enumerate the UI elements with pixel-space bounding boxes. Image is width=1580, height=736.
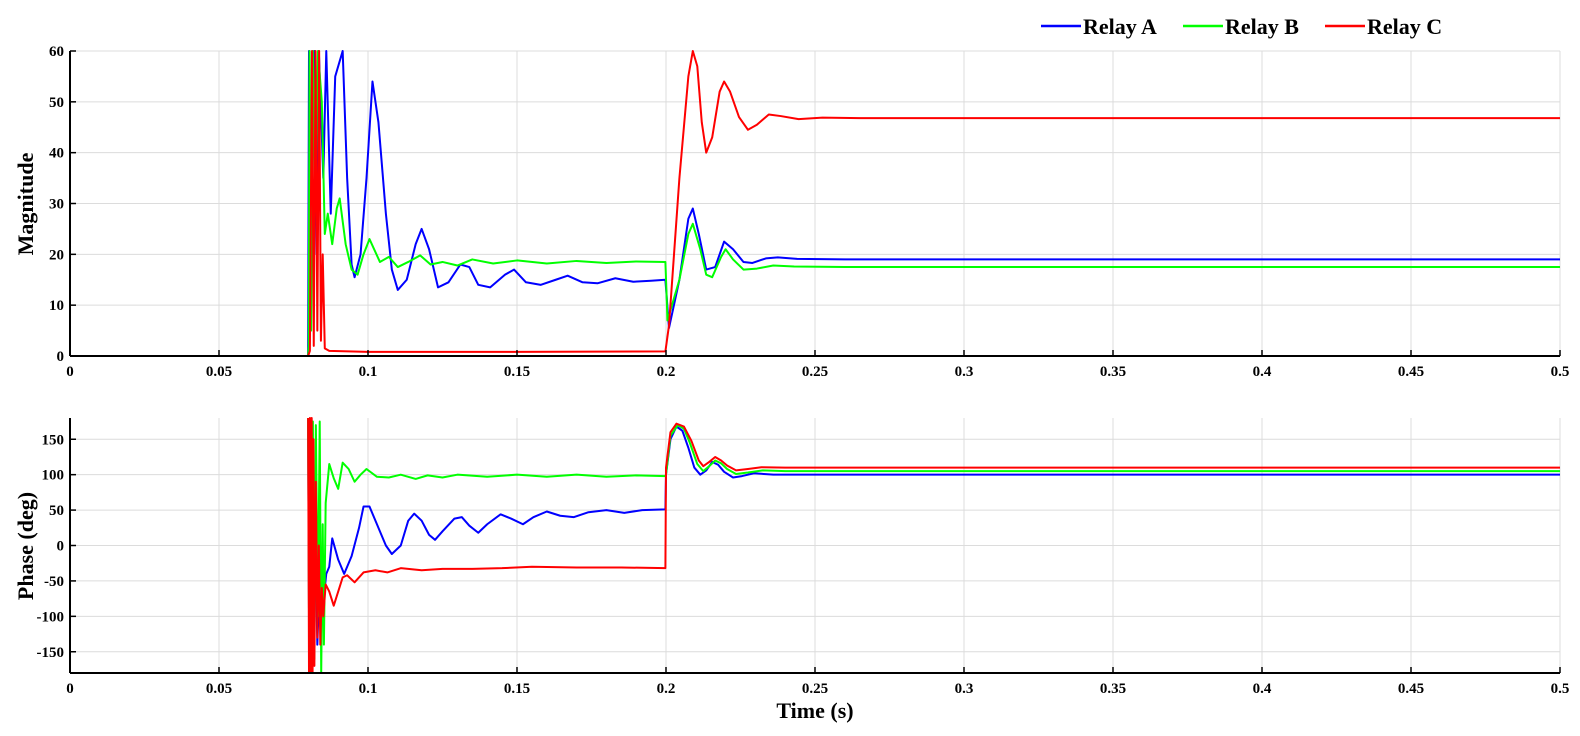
- y-tick-label: 50: [49, 95, 64, 111]
- x-tick-label: 0.5: [1551, 681, 1570, 697]
- legend-label-relay-c: Relay C: [1367, 14, 1442, 39]
- y-tick-label: 50: [49, 503, 64, 519]
- y-tick-label: 30: [49, 197, 64, 213]
- series-line-relay-a: [70, 50, 1560, 357]
- x-tick-label: 0.15: [504, 364, 530, 380]
- phase-y-tick-labels: -150 -100 -50 0 50 100 150: [37, 432, 76, 661]
- series-line-relay-b: [307, 417, 1560, 674]
- phase-series: [307, 417, 1560, 674]
- phase-plot: 0 0.05 0.1 0.15 0.2 0.25 0.3 0.35 0.4 0.45 0.5 -15…: [13, 417, 1569, 723]
- magnitude-grid: [70, 50, 1561, 356]
- x-tick-label: 0.2: [657, 681, 676, 697]
- x-tick-label: 0.35: [1100, 364, 1126, 380]
- x-tick-label: 0.1: [359, 364, 378, 380]
- magnitude-y-tick-labels: 0 10 20 30 40 50 60: [49, 44, 76, 365]
- x-tick-label: 0.25: [802, 681, 828, 697]
- x-tick-label: 0.3: [955, 364, 974, 380]
- x-tick-label: 0.4: [1253, 364, 1272, 380]
- x-tick-label: 0.5: [1551, 364, 1570, 380]
- y-tick-label: -50: [44, 574, 64, 590]
- series-line-relay-c: [70, 50, 1560, 357]
- phase-grid: [70, 418, 1561, 673]
- magnitude-series: [70, 50, 1560, 357]
- x-tick-label: 0.45: [1398, 681, 1424, 697]
- series-line-relay-c: [307, 417, 1560, 674]
- phase-y-axis-label: Phase (deg): [13, 492, 38, 600]
- x-tick-label: 0.4: [1253, 681, 1272, 697]
- y-tick-label: 10: [49, 298, 64, 314]
- x-tick-label: 0.45: [1398, 364, 1424, 380]
- y-tick-label: 40: [49, 146, 64, 162]
- magnitude-y-axis-label: Magnitude: [13, 152, 38, 255]
- y-tick-label: 0: [57, 349, 65, 365]
- legend-label-relay-b: Relay B: [1225, 14, 1299, 39]
- magnitude-plot: 0 0.05 0.1 0.15 0.2 0.25 0.3 0.35 0.4 0.45 0.5 0 10…: [13, 44, 1569, 380]
- x-tick-label: 0.05: [206, 681, 232, 697]
- y-tick-label: 0: [57, 539, 65, 555]
- x-tick-label: 0.35: [1100, 681, 1126, 697]
- x-tick-label: 0: [66, 681, 74, 697]
- y-tick-label: -100: [37, 609, 65, 625]
- y-tick-label: 20: [49, 247, 64, 263]
- legend-label-relay-a: Relay A: [1083, 14, 1157, 39]
- x-tick-label: 0.05: [206, 364, 232, 380]
- y-tick-label: -150: [37, 645, 65, 661]
- magnitude-x-tick-labels: 0 0.05 0.1 0.15 0.2 0.25 0.3 0.35 0.4 0.45 0.5: [66, 350, 1569, 380]
- x-tick-label: 0.3: [955, 681, 974, 697]
- series-line-relay-a: [307, 417, 1560, 674]
- phase-x-axis-label: Time (s): [776, 698, 853, 723]
- x-tick-label: 0.1: [359, 681, 378, 697]
- y-tick-label: 150: [42, 432, 65, 448]
- y-tick-label: 100: [42, 468, 65, 484]
- x-tick-label: 0: [66, 364, 74, 380]
- phase-x-tick-labels: 0 0.05 0.1 0.15 0.2 0.25 0.3 0.35 0.4 0.45 0.5: [66, 667, 1569, 697]
- series-line-relay-b: [70, 50, 1560, 357]
- x-tick-label: 0.15: [504, 681, 530, 697]
- legend: Relay A Relay B Relay C: [1041, 14, 1442, 39]
- x-tick-label: 0.25: [802, 364, 828, 380]
- y-tick-label: 60: [49, 44, 64, 60]
- x-tick-label: 0.2: [657, 364, 676, 380]
